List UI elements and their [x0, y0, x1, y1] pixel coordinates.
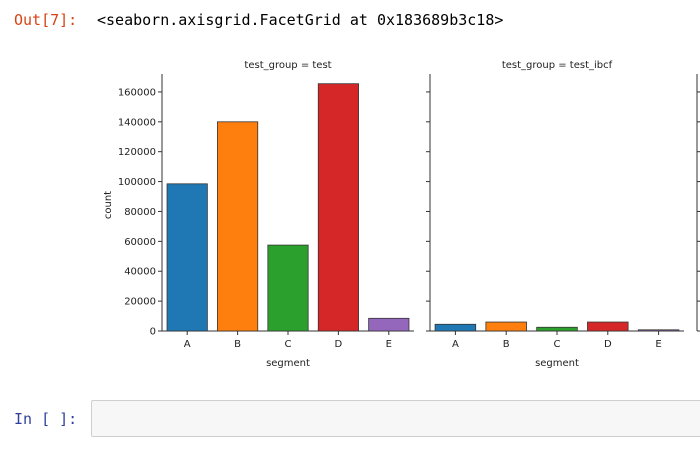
x-tick-label-0-A: A [184, 339, 191, 350]
bar-1-D [587, 321, 629, 332]
y-tick-label-3: 60000 [124, 237, 156, 248]
x-axis-label-left: segment [266, 358, 310, 369]
y-axis-label: count [103, 191, 114, 219]
bar-0-C [267, 244, 309, 332]
x-tick-label-1-B: B [503, 339, 510, 350]
bar-1-B [485, 321, 527, 332]
y-tick-label-8: 160000 [118, 87, 156, 98]
x-tick-label-1-A: A [452, 339, 459, 350]
x-tick-label-1-C: C [554, 339, 561, 350]
y-tick-label-4: 80000 [124, 207, 156, 218]
x-axis-label-right: segment [535, 358, 579, 369]
bar-1-E [637, 329, 680, 332]
bar-0-B [217, 121, 259, 332]
x-tick-label-1-E: E [655, 339, 661, 350]
x-tick-label-0-E: E [386, 339, 392, 350]
code-cell-input[interactable] [91, 400, 700, 437]
facet-title-right: test_group = test_ibcf [502, 60, 613, 71]
input-prompt: In [ ]: [14, 410, 78, 428]
y-tick-label-5: 100000 [118, 177, 156, 188]
output-prompt: Out[7]: [14, 11, 78, 29]
y-tick-label-2: 40000 [124, 267, 156, 278]
bar-0-A [166, 183, 208, 332]
x-tick-label-0-D: D [335, 339, 343, 350]
bar-1-A [434, 323, 477, 332]
facet-grid-chart: test_group = test test_group = test_ibcf… [103, 60, 700, 369]
y-tick-label-0: 0 [150, 327, 156, 338]
y-tick-label-6: 120000 [118, 147, 156, 158]
y-tick-label-7: 140000 [118, 117, 156, 128]
x-tick-label-0-B: B [234, 339, 241, 350]
bar-0-D [317, 83, 359, 332]
x-tick-label-0-C: C [285, 339, 292, 350]
y-tick-label-1: 20000 [124, 297, 156, 308]
bar-1-C [536, 326, 578, 332]
output-text: <seaborn.axisgrid.FacetGrid at 0x183689b… [97, 11, 504, 29]
facet-title-left: test_group = test [244, 60, 331, 71]
x-tick-label-1-D: D [604, 339, 612, 350]
bar-0-E [368, 317, 410, 332]
